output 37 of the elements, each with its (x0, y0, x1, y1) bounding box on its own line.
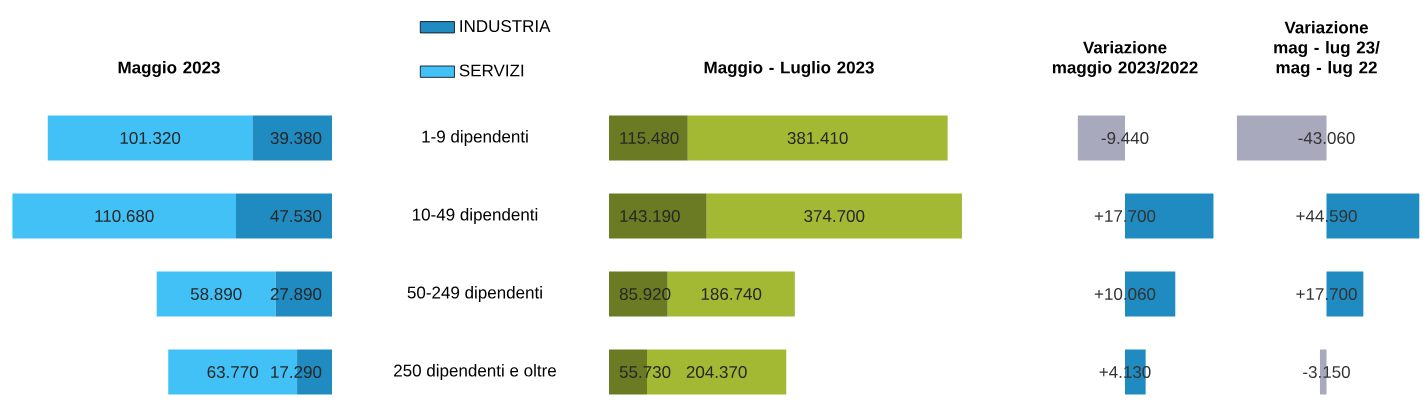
chart-title: Variazione mag - lug 23/ mag - lug 22 (1274, 21, 1380, 77)
y-tick-label: 10-49 dipendenti (412, 208, 538, 224)
bar (47, 115, 253, 161)
chart-title: Variazione maggio 2023/2022 (1052, 41, 1198, 77)
y-tick-label: 250 dipendenti e oltre (394, 364, 556, 380)
data-label: 17.290 (271, 366, 322, 379)
data-label: +17.700 (1296, 288, 1357, 301)
bar (235, 193, 333, 239)
chart-title: Maggio 2023 (118, 61, 220, 77)
data-label: 374.700 (804, 210, 865, 223)
data-label: 381.410 (787, 132, 848, 145)
data-label: 58.890 (190, 288, 242, 301)
bar (706, 193, 962, 239)
bar (609, 115, 688, 161)
chart-title: Maggio - Luglio 2023 (704, 61, 874, 77)
data-label: 101.320 (120, 132, 181, 145)
data-label: -43.060 (1298, 132, 1355, 145)
bar (252, 115, 333, 161)
y-tick-label: 1-9 dipendenti (422, 130, 528, 146)
legend-label: SERVIZI (459, 64, 524, 77)
data-label: 47.530 (270, 210, 322, 223)
data-label: 63.770 (207, 366, 258, 379)
data-label: 186.740 (701, 288, 762, 301)
bar (687, 115, 948, 161)
bar (12, 193, 236, 239)
bar (609, 193, 707, 239)
legend-label: INDUSTRIA (460, 20, 551, 33)
data-label: 115.480 (620, 132, 679, 145)
data-label: 27.890 (270, 288, 322, 301)
data-label: 110.680 (95, 210, 154, 223)
data-label: +44.590 (1296, 210, 1357, 223)
data-label: -9.440 (1101, 132, 1149, 145)
data-label: 143.190 (620, 210, 680, 223)
y-tick-label: 50-249 dipendenti (407, 286, 542, 302)
data-label: 204.370 (686, 366, 747, 379)
data-label: 39.380 (270, 132, 322, 145)
data-label: -3.150 (1303, 366, 1350, 379)
